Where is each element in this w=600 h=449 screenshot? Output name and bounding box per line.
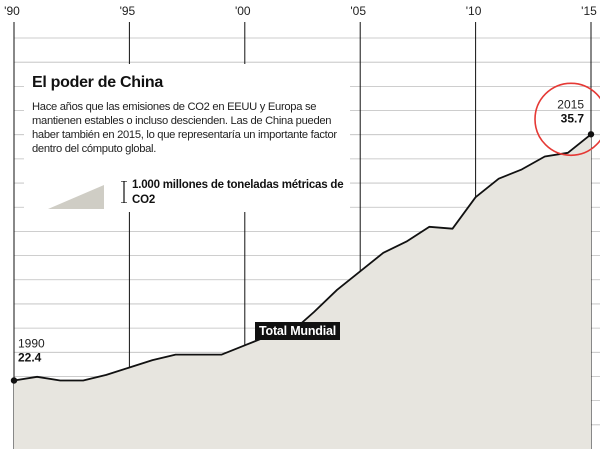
highlight-ring (534, 82, 600, 157)
legend-unit-label: 1.000 millones de toneladas métricas de … (132, 179, 344, 206)
x-tick-label: '05 (350, 4, 366, 18)
annotation-year: 1990 (18, 337, 45, 351)
x-tick-label: '15 (581, 4, 597, 18)
series-points (10, 131, 595, 384)
annotation-year: 2015 (557, 97, 584, 111)
x-tick-label: '00 (235, 4, 251, 18)
series-area-fill (14, 134, 591, 449)
series-label: Total Mundial (255, 322, 341, 340)
annotation-value: 35.7 (561, 111, 585, 125)
legend-unit-bar (121, 181, 127, 203)
chart-subtitle: Hace años que las emisiones de CO2 en EE… (32, 101, 337, 155)
chart-title: El poder de China (32, 74, 163, 91)
legend-box: El poder de China Hace años que las emis… (24, 64, 350, 212)
x-tick-label: '10 (466, 4, 482, 18)
x-tick-label: '90 (4, 4, 20, 18)
legend-area-swatch (48, 185, 104, 209)
x-tick-label: '95 (120, 4, 136, 18)
data-point (587, 131, 595, 138)
data-point (10, 377, 18, 384)
annotation-value: 22.4 (18, 351, 42, 365)
